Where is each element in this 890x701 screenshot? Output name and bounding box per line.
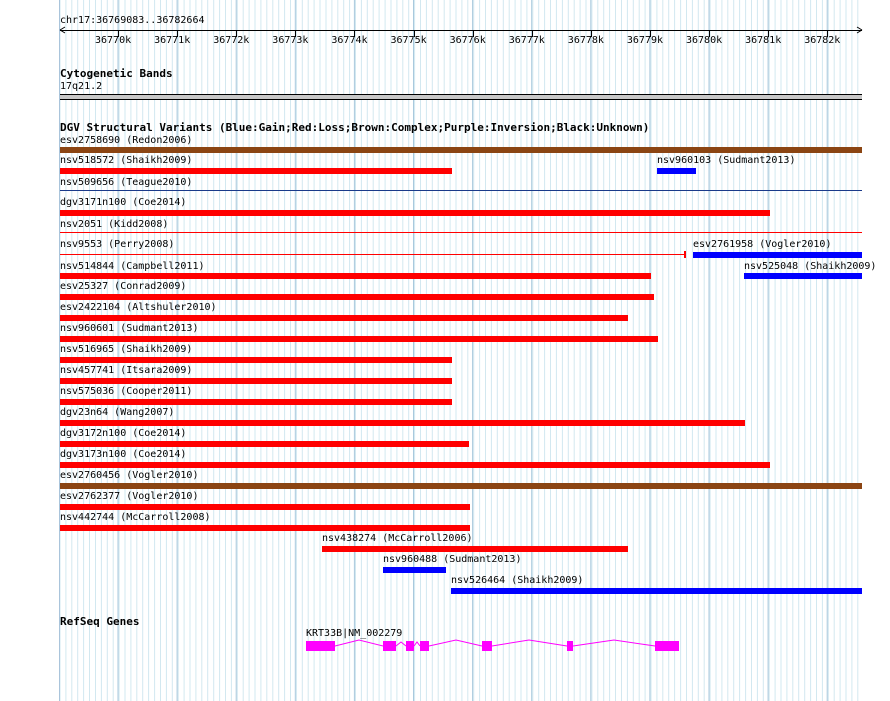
- variant-bar[interactable]: [60, 294, 654, 300]
- gene-exon: [482, 641, 492, 651]
- variant-bar[interactable]: [60, 378, 452, 384]
- ruler-tick: [413, 31, 415, 37]
- cytoband-track-title: Cytogenetic Bands: [60, 67, 173, 80]
- variant-bar[interactable]: [657, 168, 696, 174]
- variant-bar[interactable]: [60, 441, 469, 447]
- ruler-tick-label: 36772k: [213, 35, 250, 46]
- variant-bar[interactable]: [60, 336, 658, 342]
- ruler-tick: [709, 31, 710, 37]
- gene-label[interactable]: KRT33B|NM_002279: [306, 628, 403, 639]
- gene-intron-line: [334, 639, 656, 647]
- ruler-position-label: chr17:36769083..36782664: [60, 15, 205, 26]
- variant-label[interactable]: nsv526464 (Shaikh2009): [451, 575, 584, 586]
- ruler-tick: [177, 31, 179, 37]
- variant-bar[interactable]: [693, 252, 862, 258]
- variant-label[interactable]: nsv442744 (McCarroll2008): [60, 512, 211, 523]
- variant-bar[interactable]: [60, 190, 862, 191]
- variant-label[interactable]: nsv2051 (Kidd2008): [60, 219, 169, 230]
- variant-bar[interactable]: [383, 567, 446, 573]
- variant-label[interactable]: dgv3172n100 (Coe2014): [60, 428, 187, 439]
- variant-bar[interactable]: [60, 399, 452, 405]
- dgv-track-title: DGV Structural Variants (Blue:Gain;Red:L…: [60, 121, 650, 134]
- ruler-tick-label: 36771k: [154, 35, 191, 46]
- variant-bar[interactable]: [744, 273, 862, 279]
- ruler-tick-label: 36781k: [745, 35, 782, 46]
- variant-label[interactable]: nsv960601 (Sudmant2013): [60, 323, 199, 334]
- gene-exon: [567, 641, 573, 651]
- variant-label[interactable]: esv2758690 (Redon2006): [60, 135, 193, 146]
- variant-bar[interactable]: [60, 168, 452, 174]
- variant-label[interactable]: nsv960103 (Sudmant2013): [657, 155, 796, 166]
- variant-bar-end: [684, 251, 686, 258]
- gene-exon: [306, 641, 335, 651]
- variant-label[interactable]: nsv509656 (Teague2010): [60, 177, 193, 188]
- variant-label[interactable]: esv2762377 (Vogler2010): [60, 491, 199, 502]
- variant-label[interactable]: nsv457741 (Itsara2009): [60, 365, 193, 376]
- variant-label[interactable]: dgv3173n100 (Coe2014): [60, 449, 187, 460]
- ruler-line: [60, 30, 862, 31]
- left-border: [59, 0, 60, 701]
- variant-bar[interactable]: [60, 504, 470, 510]
- ruler-arrows: [59, 26, 863, 34]
- variant-label[interactable]: dgv3171n100 (Coe2014): [60, 197, 187, 208]
- variant-bar[interactable]: [451, 588, 862, 594]
- variant-label[interactable]: nsv575036 (Cooper2011): [60, 386, 193, 397]
- ruler-tick: [118, 31, 119, 37]
- ruler-tick: [531, 31, 533, 37]
- gene-exon: [420, 641, 429, 651]
- gene-exon: [406, 641, 414, 651]
- ruler-tick: [827, 31, 829, 37]
- ruler-tick: [295, 31, 297, 37]
- variant-bar[interactable]: [60, 232, 862, 233]
- variant-label[interactable]: esv25327 (Conrad2009): [60, 281, 187, 292]
- variant-bar[interactable]: [60, 273, 651, 279]
- variant-label[interactable]: nsv525048 (Shaikh2009): [744, 261, 877, 272]
- ruler-tick-label: 36777k: [508, 35, 545, 46]
- ruler-tick-label: 36773k: [272, 35, 309, 46]
- ruler-tick: [768, 31, 770, 37]
- variant-bar[interactable]: [60, 210, 770, 216]
- ruler-tick-label: 36776k: [449, 35, 486, 46]
- variant-bar[interactable]: [60, 420, 745, 426]
- variant-label[interactable]: esv2760456 (Vogler2010): [60, 470, 199, 481]
- gene-exon: [383, 641, 396, 651]
- ruler-tick: [590, 31, 592, 37]
- ruler-tick-label: 36778k: [567, 35, 604, 46]
- variant-bar[interactable]: [60, 462, 770, 468]
- variant-bar[interactable]: [60, 254, 686, 255]
- ruler-tick-label: 36779k: [626, 35, 664, 46]
- ruler-tick: [236, 31, 238, 37]
- variant-bar[interactable]: [60, 357, 452, 363]
- variant-bar[interactable]: [322, 546, 628, 552]
- cytoband-label: 17q21.2: [60, 81, 103, 92]
- variant-label[interactable]: nsv960488 (Sudmant2013): [383, 554, 522, 565]
- variant-bar[interactable]: [60, 147, 862, 153]
- variant-bar[interactable]: [60, 315, 628, 321]
- ruler-tick-label: 36782k: [804, 35, 841, 46]
- variant-label[interactable]: nsv514844 (Campbell2011): [60, 261, 205, 272]
- ruler-tick: [472, 31, 474, 37]
- ruler-tick: [354, 31, 356, 37]
- variant-label[interactable]: nsv518572 (Shaikh2009): [60, 155, 193, 166]
- refseq-track-title: RefSeq Genes: [60, 615, 140, 628]
- ruler-tick-label: 36774k: [331, 35, 368, 46]
- variant-label[interactable]: esv2422104 (Altshuler2010): [60, 302, 217, 313]
- variant-bar[interactable]: [60, 525, 470, 531]
- variant-bar[interactable]: [60, 483, 862, 489]
- ruler-tick-label: 36770k: [95, 35, 132, 46]
- variant-label[interactable]: nsv9553 (Perry2008): [60, 239, 175, 250]
- ruler-tick: [649, 31, 651, 37]
- variant-label[interactable]: esv2761958 (Vogler2010): [693, 239, 832, 250]
- gene-exon: [655, 641, 679, 651]
- ruler-tick-label: 36775k: [390, 35, 427, 46]
- variant-label[interactable]: nsv516965 (Shaikh2009): [60, 344, 193, 355]
- variant-label[interactable]: nsv438274 (McCarroll2006): [322, 533, 473, 544]
- ruler-tick-label: 36780k: [686, 35, 723, 46]
- variant-label[interactable]: dgv23n64 (Wang2007): [60, 407, 175, 418]
- cytoband-bar[interactable]: [60, 94, 862, 100]
